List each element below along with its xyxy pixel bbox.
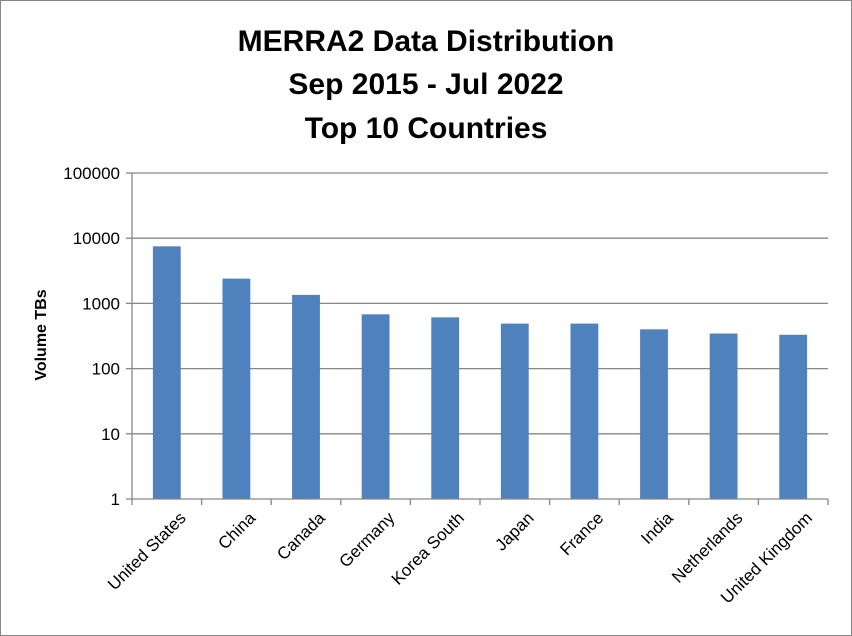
bar (152, 246, 181, 499)
x-tick-label: Canada (273, 508, 329, 564)
chart-title-line-1: MERRA2 Data Distribution (238, 25, 615, 58)
y-axis-title: Volume TBs (33, 289, 50, 380)
y-tick-label: 1 (111, 490, 120, 509)
bar (640, 329, 668, 499)
x-tick-label: Japan (491, 508, 537, 554)
bar (570, 323, 599, 499)
y-tick-label: 1000 (82, 294, 120, 313)
x-tick-label: United States (104, 508, 190, 594)
bar (361, 314, 390, 499)
y-tick-label: 10 (101, 425, 120, 444)
bar (709, 333, 738, 499)
axes (131, 173, 829, 505)
chart-title-line-3: Top 10 Countries (305, 112, 548, 145)
x-tick-label: France (556, 508, 607, 559)
x-tick-label: India (637, 508, 677, 548)
bar (222, 278, 251, 499)
bar (779, 334, 808, 499)
x-tick-label: Germany (336, 508, 399, 571)
y-tick-label: 100 (92, 360, 120, 379)
x-tick-label: Korea South (388, 508, 468, 588)
x-tick-label: China (214, 508, 259, 553)
y-tick-labels: 1 10 100 1000 10000 100000 (63, 164, 120, 509)
bar (500, 323, 529, 499)
bar (431, 317, 460, 499)
bar (292, 294, 320, 499)
bars (152, 246, 808, 499)
chart-title: MERRA2 Data Distribution Sep 2015 - Jul … (238, 25, 615, 145)
y-tick-label: 100000 (63, 164, 120, 183)
y-tick-label: 10000 (73, 229, 120, 248)
chart-title-line-2: Sep 2015 - Jul 2022 (288, 68, 563, 101)
